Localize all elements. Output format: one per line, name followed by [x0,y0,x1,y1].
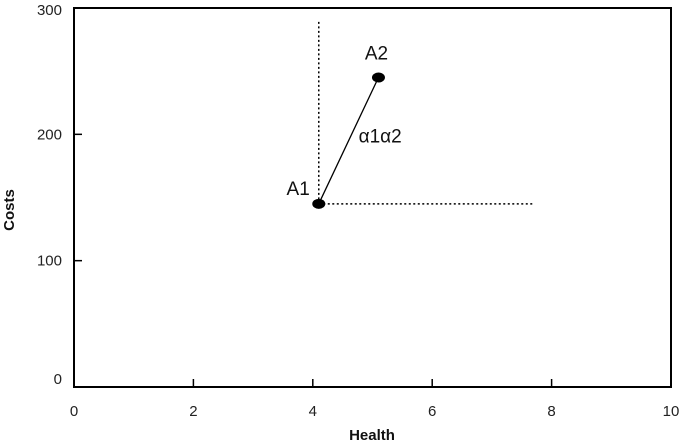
y-tick-label: 100 [37,253,62,270]
point-label: A2 [365,43,388,64]
segment-line [318,77,380,205]
x-tick-label: 10 [663,403,680,420]
y-tick-label: 200 [37,126,62,143]
segments [318,77,380,205]
x-axis-ticks: 0 2 4 6 8 10 [70,379,680,420]
y-tick-label: 300 [37,2,62,19]
reference-lines [318,20,534,205]
y-tick-label: 0 [54,371,62,388]
point-label: A1 [287,179,310,200]
y-axis-title: Costs [1,189,18,231]
x-tick-label: 6 [428,403,436,420]
x-tick-label: 4 [309,403,317,420]
annotations: α1α2 A1 A2 [287,43,402,199]
data-point [371,72,385,83]
x-tick-label: 2 [189,403,197,420]
data-points [312,72,385,209]
x-axis-title: Health [349,427,395,443]
plot-area-frame [73,7,672,388]
data-point [312,198,326,209]
y-axis-ticks: 0 100 200 300 [37,2,82,388]
x-tick-label: 0 [70,403,78,420]
x-tick-label: 8 [547,403,555,420]
segment-label: α1α2 [359,127,402,148]
